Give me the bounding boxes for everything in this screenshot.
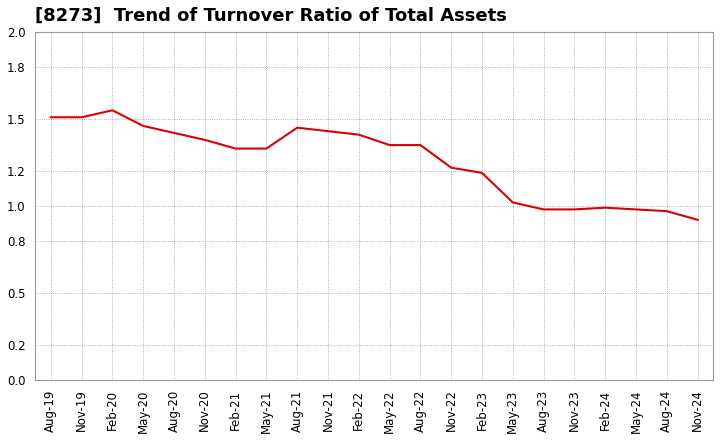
Text: [8273]  Trend of Turnover Ratio of Total Assets: [8273] Trend of Turnover Ratio of Total … — [35, 7, 508, 25]
